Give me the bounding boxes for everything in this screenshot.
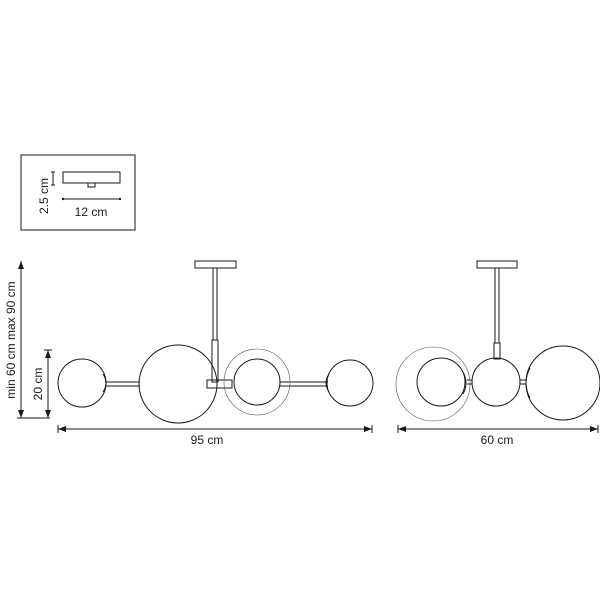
globe xyxy=(416,357,466,407)
globe xyxy=(57,358,107,408)
canopy-inset: 2.5 cm 12 cm xyxy=(20,154,136,231)
front-width-label: 95 cm xyxy=(191,433,224,447)
globe-ghost xyxy=(223,348,291,416)
globe xyxy=(326,359,374,407)
front-view: min 60 cm max 90 cm 20 cm 95 cm xyxy=(4,260,374,447)
globe xyxy=(138,344,218,424)
globe-ghost xyxy=(395,346,471,422)
front-hub xyxy=(206,379,233,389)
side-view: 60 cm xyxy=(395,260,600,447)
inset-height-label: 2.5 cm xyxy=(37,178,51,214)
side-sleeve xyxy=(493,342,501,360)
globe-height-label: 20 cm xyxy=(31,368,45,401)
side-canopy xyxy=(476,260,518,269)
front-sleeve xyxy=(211,339,219,383)
side-rod xyxy=(494,267,500,344)
side-width-label: 60 cm xyxy=(481,433,514,447)
total-height-label: min 60 cm max 90 cm xyxy=(4,281,18,398)
front-rod xyxy=(212,267,218,341)
canopy-knob xyxy=(87,182,96,188)
globe xyxy=(525,345,600,421)
inset-width-label: 12 cm xyxy=(75,205,108,219)
canopy-rect xyxy=(62,171,121,184)
globe xyxy=(471,357,521,407)
globe xyxy=(233,358,281,406)
inset-frame xyxy=(20,154,136,231)
front-canopy xyxy=(194,260,237,269)
